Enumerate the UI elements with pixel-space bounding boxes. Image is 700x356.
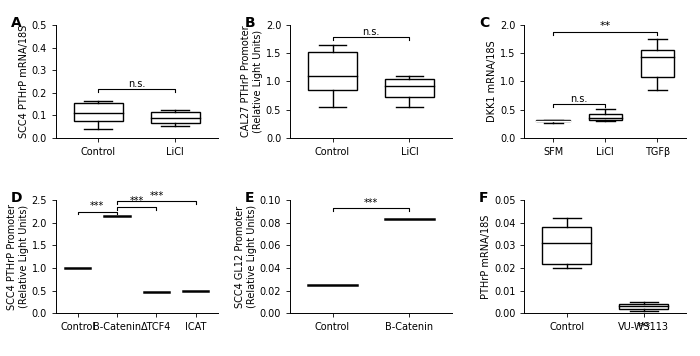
Bar [640,50,674,77]
Text: A: A [10,16,22,30]
Text: B: B [245,16,255,30]
Bar [589,114,622,120]
Y-axis label: SCC4 PTHrP Promoter
(Relative Light Units): SCC4 PTHrP Promoter (Relative Light Unit… [7,204,29,310]
Text: n.s.: n.s. [363,27,379,37]
Y-axis label: SCC4 GL12 Promoter
(Relative Light Units): SCC4 GL12 Promoter (Relative Light Units… [235,205,257,308]
Bar [536,120,570,121]
Bar [619,304,668,309]
Text: ***: *** [149,190,164,200]
Text: n.s.: n.s. [570,94,588,104]
Text: ***: *** [364,198,378,208]
Text: **: ** [600,21,611,31]
Y-axis label: SCC4 PTHrP mRNA/18S: SCC4 PTHrP mRNA/18S [19,25,29,138]
Y-axis label: CAL27 PTHrP Promoter
(Relative Light Units): CAL27 PTHrP Promoter (Relative Light Uni… [241,26,263,137]
Text: ***: *** [636,322,651,333]
Text: C: C [480,16,489,30]
Text: F: F [480,191,489,205]
Text: E: E [245,191,255,205]
Y-axis label: PTHrP mRNA/18S: PTHrP mRNA/18S [481,215,491,299]
Bar [150,112,200,122]
Bar [308,52,357,90]
Text: D: D [10,191,22,205]
Text: ***: *** [130,197,144,206]
Text: ***: *** [90,201,104,211]
Y-axis label: DKK1 mRNA/18S: DKK1 mRNA/18S [487,41,497,122]
Bar [385,79,434,97]
Bar [74,103,123,121]
Text: n.s.: n.s. [128,79,146,89]
Bar [542,227,592,263]
